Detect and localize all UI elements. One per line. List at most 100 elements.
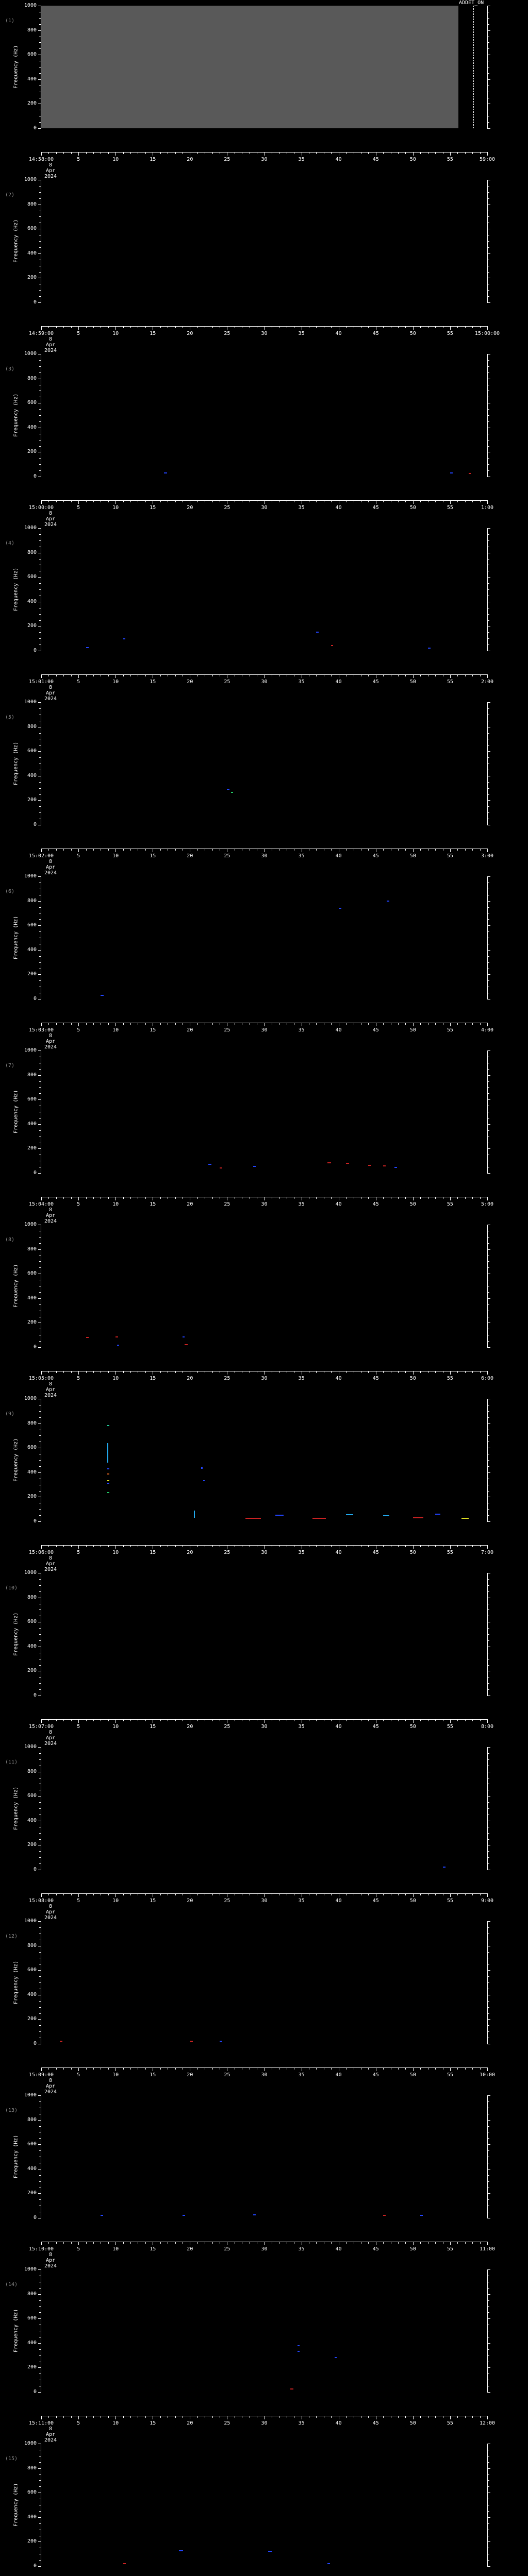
- y-axis-minor-tick: [39, 1081, 41, 1082]
- x-axis-minor-tick: [331, 1893, 332, 1895]
- y-axis-title: Frequency (Hz): [13, 567, 19, 612]
- x-axis-minor-tick: [435, 1371, 436, 1373]
- right-axis-tick: [487, 302, 490, 303]
- x-axis-minor-tick: [48, 2067, 50, 2070]
- x-axis-minor-tick: [480, 326, 481, 328]
- y-axis-tick: [38, 528, 41, 529]
- x-axis-major-tick: [487, 1893, 488, 1897]
- y-axis-tick-label: 1000: [24, 873, 37, 879]
- y-axis-tick: [38, 950, 41, 951]
- y-axis-minor-tick: [39, 980, 41, 981]
- x-axis-minor-tick: [56, 674, 57, 676]
- x-axis-minor-tick: [71, 1545, 72, 1547]
- y-axis-minor-tick: [39, 296, 41, 297]
- date-line: Apr: [45, 2083, 56, 2089]
- x-axis-minor-tick: [130, 1023, 131, 1025]
- y-axis-tick-label: 400: [27, 1469, 37, 1475]
- x-axis-tick-label: 45: [372, 2420, 379, 2426]
- right-axis-tick: [487, 1747, 490, 1748]
- date-line: 2024: [44, 2089, 57, 2095]
- x-axis-tick-label: 25: [224, 2420, 230, 2426]
- x-axis-tick-label: 55: [447, 2072, 453, 2078]
- x-axis-minor-tick: [71, 674, 72, 676]
- x-axis-minor-tick: [160, 674, 161, 676]
- y-axis-tick-label: 600: [27, 226, 37, 232]
- x-axis-tick-label: 20: [187, 679, 193, 685]
- date-line: 2024: [44, 348, 57, 353]
- y-axis-tick: [38, 1747, 41, 1748]
- x-axis-minor-tick: [71, 1893, 72, 1895]
- x-axis-major-tick: [412, 674, 414, 678]
- y-axis-tick-label: 200: [27, 449, 37, 455]
- right-axis-minor-tick: [487, 614, 489, 615]
- date-line: 2024: [44, 1915, 57, 1921]
- right-axis-minor-tick: [487, 1460, 489, 1461]
- y-axis-minor-tick: [39, 632, 41, 633]
- x-axis-major-tick: [41, 152, 42, 156]
- x-axis-minor-tick: [398, 674, 399, 676]
- x-axis-minor-tick: [123, 1719, 124, 1721]
- x-axis-tick-label: 20: [187, 2420, 193, 2426]
- panel-index-label: (4): [5, 540, 15, 546]
- right-axis-minor-tick: [487, 534, 489, 535]
- right-axis-minor-tick: [487, 1952, 489, 1953]
- x-axis-minor-tick: [160, 1371, 161, 1373]
- x-axis-minor-tick: [465, 1545, 466, 1547]
- x-axis-minor-tick: [56, 2242, 57, 2244]
- y-axis-minor-tick: [39, 415, 41, 416]
- y-axis-tick-label: 800: [27, 1420, 37, 1426]
- x-axis-major-tick: [450, 500, 451, 504]
- x-axis-minor-tick: [472, 1893, 473, 1895]
- x-axis-tick-label: 20: [187, 1550, 193, 1555]
- y-axis-tick-label: 600: [27, 748, 37, 754]
- right-axis-minor-tick: [487, 980, 489, 981]
- x-axis-tick-label: 30: [261, 853, 268, 859]
- right-axis-minor-tick: [487, 247, 489, 248]
- x-axis-tick-label: 55: [447, 331, 453, 336]
- y-axis-minor-tick: [39, 216, 41, 217]
- x-axis-tick-label: 40: [335, 853, 342, 859]
- x-axis-end-label: 12:00: [479, 2420, 496, 2426]
- x-axis-minor-tick: [316, 1197, 317, 1199]
- x-axis-minor-tick: [457, 849, 458, 851]
- plot-area: 0 200 400 600 800 1000: [24, 1570, 490, 1698]
- x-axis-tick-label: 5: [77, 2072, 80, 2078]
- x-axis-minor-tick: [108, 2416, 109, 2418]
- x-axis-minor-tick: [130, 1893, 131, 1895]
- x-axis-minor-tick: [435, 2416, 436, 2418]
- right-axis-minor-tick: [487, 1640, 489, 1641]
- x-axis-tick-label: 50: [409, 1724, 416, 1730]
- x-axis-minor-tick: [71, 1719, 72, 1721]
- x-axis-minor-tick: [108, 2067, 109, 2070]
- x-axis-minor-tick: [457, 152, 458, 154]
- x-axis-minor-tick: [457, 1197, 458, 1199]
- x-axis-tick-label: 55: [447, 1201, 453, 1207]
- x-axis-tick-label: 10: [112, 853, 119, 859]
- y-axis-minor-tick: [39, 962, 41, 963]
- x-axis-tick-label: 15: [150, 1376, 156, 1381]
- x-axis-minor-tick: [383, 326, 384, 328]
- x-axis-end-label: 11:00: [479, 2246, 496, 2252]
- y-axis-minor-tick: [39, 372, 41, 373]
- x-axis-tick-label: 40: [335, 1201, 342, 1207]
- right-axis-tick: [487, 577, 490, 578]
- detection-mark: [201, 1467, 203, 1469]
- y-axis-tick-label: 0: [33, 1344, 37, 1350]
- y-axis-tick: [38, 2120, 41, 2121]
- x-axis-tick-label: 25: [224, 1201, 230, 1207]
- right-axis-minor-tick: [487, 2126, 489, 2127]
- plot-canvas: [41, 2269, 487, 2392]
- date-line: 8: [48, 2252, 53, 2258]
- x-axis-minor-tick: [71, 849, 72, 851]
- right-axis-minor-tick: [487, 372, 489, 373]
- x-axis-minor-tick: [160, 500, 161, 502]
- x-axis-tick-label: 40: [335, 2246, 342, 2252]
- detection-mark: [387, 900, 390, 902]
- x-axis-tick-label: 15: [150, 1898, 156, 1904]
- plot-area: 0 200 400 600 800 1000: [24, 2441, 490, 2569]
- date-line: 8: [48, 511, 53, 516]
- shaded-region: [41, 6, 458, 128]
- x-axis-minor-tick: [86, 1371, 87, 1373]
- panel-index-label: (7): [5, 1063, 15, 1069]
- x-axis-tick-label: 45: [372, 1550, 379, 1555]
